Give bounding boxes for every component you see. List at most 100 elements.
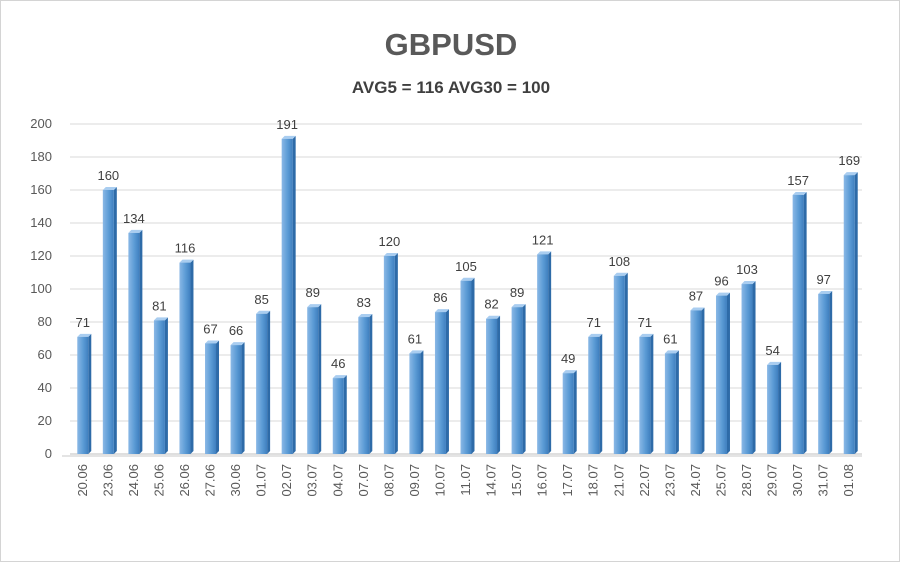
bar-side	[829, 290, 833, 454]
bar	[767, 364, 779, 454]
bar-top	[205, 340, 220, 344]
data-label: 71	[587, 315, 601, 330]
bar	[153, 320, 165, 454]
data-label: 46	[331, 356, 345, 371]
bar-side	[803, 191, 807, 454]
data-label: 81	[152, 298, 166, 313]
data-label: 82	[484, 297, 498, 312]
data-label: 85	[254, 292, 268, 307]
bar	[281, 138, 293, 454]
data-label: 49	[561, 351, 575, 366]
data-label: 86	[433, 290, 447, 305]
bar	[511, 307, 523, 454]
bar	[639, 336, 651, 454]
bar-side	[190, 259, 194, 454]
x-tick-label: 09.07	[407, 464, 422, 497]
bar-top	[715, 292, 730, 296]
x-tick-label: 29.07	[765, 464, 780, 497]
bar	[77, 336, 89, 454]
bar-top	[767, 361, 782, 365]
data-label: 96	[714, 274, 728, 289]
x-tick-label: 23.06	[100, 464, 115, 497]
y-tick-label: 140	[30, 215, 52, 230]
x-tick-label: 26.06	[177, 464, 192, 497]
bar	[434, 312, 446, 454]
bar	[715, 295, 727, 454]
bar-top	[792, 191, 807, 195]
bar	[460, 280, 472, 454]
data-label: 66	[229, 323, 243, 338]
data-label: 54	[765, 343, 779, 358]
bar-top	[818, 290, 833, 294]
x-tick-label: 24.06	[126, 464, 141, 497]
bar-top	[741, 281, 756, 285]
bar	[256, 313, 268, 454]
bar-top	[613, 272, 628, 276]
data-label: 71	[76, 315, 90, 330]
bar-side	[394, 253, 398, 454]
bar	[588, 336, 600, 454]
bar-top	[434, 309, 449, 313]
data-label: 160	[97, 168, 119, 183]
bar-side	[675, 350, 679, 454]
data-label: 103	[736, 262, 758, 277]
x-tick-label: 24.07	[688, 464, 703, 497]
bar-side	[726, 292, 730, 454]
x-tick-label: 15.07	[509, 464, 524, 497]
bar-top	[460, 277, 475, 281]
data-label: 191	[276, 117, 298, 132]
bar	[613, 275, 625, 454]
bar-top	[102, 187, 117, 190]
bar	[409, 353, 421, 454]
bar-top	[179, 259, 194, 263]
x-tick-label: 20.06	[75, 464, 90, 497]
x-tick-label: 07.07	[356, 464, 371, 497]
bar-side	[522, 304, 526, 454]
x-tick-label: 03.07	[305, 464, 320, 497]
x-tick-label: 16.07	[535, 464, 550, 497]
data-label: 83	[357, 295, 371, 310]
bar-top	[690, 307, 705, 311]
data-label: 134	[123, 211, 145, 226]
data-label: 61	[663, 331, 677, 346]
data-label: 169	[838, 153, 860, 168]
bar	[818, 293, 830, 454]
y-tick-label: 200	[30, 116, 52, 131]
bar-side	[292, 135, 296, 454]
bar-side	[343, 375, 347, 454]
bar-side	[445, 309, 449, 454]
bar-side	[113, 187, 117, 454]
bar	[537, 254, 549, 454]
bar-side	[778, 361, 782, 454]
data-label: 108	[608, 254, 630, 269]
data-label: 89	[510, 285, 524, 300]
y-axis: 0 20 40 60 80 100 120 140 160 180 200	[30, 116, 52, 461]
bar-top	[843, 172, 858, 176]
bar	[128, 232, 140, 454]
chart-title: GBPUSD	[384, 27, 518, 62]
x-tick-label: 10.07	[432, 464, 447, 497]
x-axis: 20.06 23.06 24.06 25.06 26.06 27.06 30.06 01.07…	[75, 464, 856, 497]
bar-side	[854, 172, 858, 454]
x-tick-label: 31.07	[816, 464, 831, 497]
bar-top	[77, 333, 92, 337]
y-tick-label: 80	[38, 314, 52, 329]
bar	[383, 256, 395, 454]
bar-top	[153, 317, 168, 321]
bars: 71 160 134 81 116 67 66 85 191 89 46 83 120 61 86 105 82…	[76, 117, 860, 454]
x-tick-label: 04.07	[330, 464, 345, 497]
bar	[230, 345, 242, 454]
data-label: 116	[175, 241, 196, 256]
x-tick-label: 22.07	[637, 464, 652, 497]
data-label: 105	[455, 259, 477, 274]
y-tick-label: 40	[38, 380, 52, 395]
data-label: 87	[689, 288, 703, 303]
bar-top	[281, 135, 296, 139]
chart-subtitle: AVG5 = 116 AVG30 = 100	[351, 78, 551, 97]
bar-side	[420, 350, 424, 454]
bar-top	[383, 253, 398, 256]
y-tick-label: 20	[38, 413, 52, 428]
bar-side	[599, 333, 603, 454]
bar-side	[369, 314, 373, 454]
